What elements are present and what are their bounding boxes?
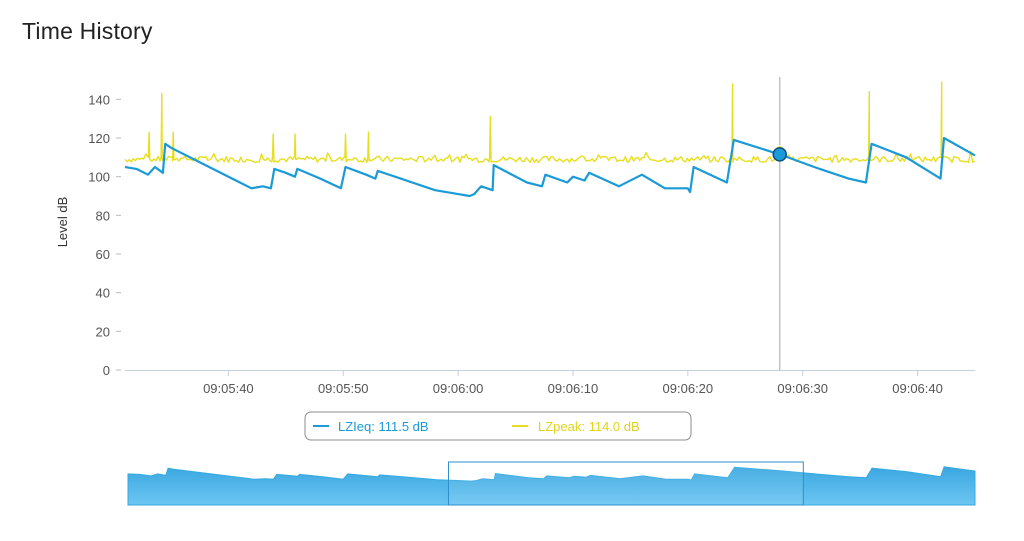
plot-area[interactable] bbox=[124, 81, 976, 198]
y-tick-label: 100 bbox=[88, 170, 110, 185]
x-axis: 09:05:40 09:05:50 09:06:00 09:06:10 09:06:20… bbox=[125, 370, 975, 396]
navigator[interactable] bbox=[127, 461, 976, 506]
cursor-marker-lzieq bbox=[772, 147, 787, 162]
x-tick-label: 09:06:20 bbox=[663, 381, 714, 396]
navigator-area bbox=[127, 466, 976, 506]
crosshair-cursor bbox=[772, 77, 787, 370]
y-axis-title: Level dB bbox=[55, 197, 70, 248]
legend-box bbox=[304, 411, 692, 441]
y-tick-label: 40 bbox=[96, 286, 110, 301]
y-tick-label: 0 bbox=[103, 363, 110, 378]
series-lzpeak-line bbox=[124, 81, 976, 164]
x-tick-label: 09:05:50 bbox=[318, 381, 369, 396]
y-tick-label: 120 bbox=[88, 131, 110, 146]
legend: LZIeq: 111.5 dB LZpeak: 114.0 dB bbox=[304, 411, 692, 441]
navigator-selection[interactable] bbox=[447, 461, 804, 506]
y-axis: 0 20 40 60 80 100 120 140 bbox=[88, 92, 121, 378]
x-tick-label: 09:06:10 bbox=[548, 381, 599, 396]
page-title: Time History bbox=[22, 18, 153, 44]
y-tick-label: 60 bbox=[96, 247, 110, 262]
x-tick-label: 09:06:00 bbox=[433, 381, 484, 396]
legend-lzpeak-label[interactable]: LZpeak: 114.0 dB bbox=[538, 419, 640, 434]
x-tick-label: 09:05:40 bbox=[203, 381, 254, 396]
x-tick-label: 09:06:40 bbox=[892, 381, 943, 396]
y-tick-label: 80 bbox=[96, 208, 110, 223]
x-tick-label: 09:06:30 bbox=[777, 381, 828, 396]
series-lzieq-line bbox=[124, 136, 976, 198]
y-tick-label: 20 bbox=[96, 324, 110, 339]
legend-lzieq-label[interactable]: LZIeq: 111.5 dB bbox=[338, 419, 429, 434]
y-tick-label: 140 bbox=[88, 92, 110, 107]
